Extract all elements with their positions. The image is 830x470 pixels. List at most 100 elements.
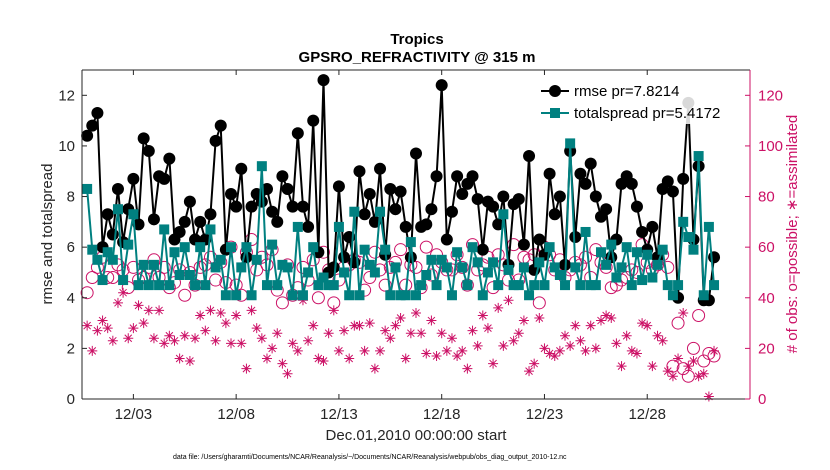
totalspread-point xyxy=(87,244,98,255)
totalspread-point xyxy=(667,290,678,301)
y-tick-label: 4 xyxy=(67,290,75,307)
y-tick-label: 12 xyxy=(58,87,75,104)
rmse-point xyxy=(430,170,443,183)
rmse-point xyxy=(86,119,99,132)
totalspread-point xyxy=(657,244,668,255)
totalspread-point xyxy=(369,267,380,278)
obs-assimilated-point xyxy=(498,340,509,351)
obs-assimilated-point xyxy=(575,335,586,346)
rmse-point xyxy=(517,238,530,251)
obs-assimilated-point xyxy=(128,323,139,334)
totalspread-point xyxy=(431,280,442,291)
obs-assimilated-point xyxy=(92,325,103,336)
totalspread-point xyxy=(534,257,545,268)
obs-assimilated-point xyxy=(472,340,483,351)
totalspread-point xyxy=(570,262,581,273)
obs-assimilated-point xyxy=(390,320,401,331)
obs-assimilated-point xyxy=(354,320,365,331)
rmse-point xyxy=(677,172,690,185)
obs-assimilated-point xyxy=(102,323,113,334)
totalspread-point xyxy=(226,242,237,253)
totalspread-point xyxy=(513,280,524,291)
totalspread-point xyxy=(364,259,375,270)
totalspread-point xyxy=(446,290,457,301)
rmse-point xyxy=(245,200,258,213)
obs-assimilated-point xyxy=(673,353,684,364)
totalspread-point xyxy=(400,290,411,301)
obs-assimilated-point xyxy=(179,330,190,341)
obs-possible-point xyxy=(532,296,546,310)
totalspread-point xyxy=(128,209,139,220)
totalspread-point xyxy=(673,280,684,291)
rmse-point xyxy=(281,182,294,195)
obs-assimilated-point xyxy=(662,366,673,377)
y2-tick-label: 100 xyxy=(758,138,783,155)
obs-assimilated-point xyxy=(313,353,324,364)
totalspread-point xyxy=(107,254,118,265)
x-tick-label: 12/13 xyxy=(320,406,358,423)
rmse-point xyxy=(286,200,299,213)
rmse-point xyxy=(163,152,176,165)
obs-possible-point xyxy=(209,273,223,287)
obs-assimilated-point xyxy=(698,368,709,379)
obs-assimilated-point xyxy=(112,297,123,308)
rmse-point xyxy=(497,190,510,203)
obs-assimilated-point xyxy=(256,333,267,344)
rmse-point xyxy=(708,251,721,264)
totalspread-point xyxy=(277,259,288,270)
totalspread-point xyxy=(498,209,509,220)
totalspread-point xyxy=(477,290,488,301)
x-tick-label: 12/03 xyxy=(115,406,153,423)
totalspread-point xyxy=(282,262,293,273)
totalspread-point xyxy=(313,280,324,291)
rmse-point xyxy=(553,190,566,203)
rmse-point xyxy=(363,188,376,201)
obs-possible-point xyxy=(430,248,444,262)
totalspread-point xyxy=(118,275,129,286)
obs-possible-point xyxy=(692,308,706,322)
obs-assimilated-point xyxy=(580,345,591,356)
legend-rmse-marker xyxy=(549,85,561,97)
rmse-point xyxy=(476,243,489,256)
obs-assimilated-point xyxy=(678,307,689,318)
obs-assimilated-point xyxy=(282,368,293,379)
totalspread-point xyxy=(436,254,447,265)
rmse-point xyxy=(111,182,124,195)
obs-assimilated-point xyxy=(277,358,288,369)
totalspread-point xyxy=(595,247,606,258)
obs-assimilated-point xyxy=(231,310,242,321)
obs-assimilated-point xyxy=(292,345,303,356)
totalspread-point xyxy=(154,280,165,291)
totalspread-point xyxy=(688,244,699,255)
rmse-point xyxy=(255,195,268,208)
obs-assimilated-point xyxy=(328,305,339,316)
obs-possible-point xyxy=(686,341,700,355)
series-layer xyxy=(81,74,721,307)
obs-assimilated-point xyxy=(287,338,298,349)
obs-assimilated-point xyxy=(395,313,406,324)
totalspread-point xyxy=(169,247,180,258)
rmse-point xyxy=(101,208,114,221)
totalspread-point xyxy=(411,290,421,301)
totalspread-point xyxy=(529,280,540,291)
obs-assimilated-point xyxy=(143,305,154,316)
totalspread-point xyxy=(467,242,478,253)
obs-assimilated-point xyxy=(482,323,493,334)
obs-assimilated-point xyxy=(647,361,658,372)
totalspread-point xyxy=(441,262,452,273)
totalspread-point xyxy=(457,262,468,273)
obs-assimilated-point xyxy=(174,353,185,364)
totalspread-point xyxy=(703,221,714,232)
totalspread-point xyxy=(683,232,694,243)
obs-assimilated-point xyxy=(195,310,206,321)
obs-assimilated-point xyxy=(220,318,231,329)
rmse-point xyxy=(173,225,186,238)
obs-assimilated-point xyxy=(400,353,411,364)
rmse-point xyxy=(183,195,196,208)
rmse-point xyxy=(271,215,284,228)
obs-assimilated-point xyxy=(570,320,581,331)
rmse-point xyxy=(332,180,345,193)
rmse-point xyxy=(666,185,679,198)
obs-possible-point xyxy=(491,248,505,262)
